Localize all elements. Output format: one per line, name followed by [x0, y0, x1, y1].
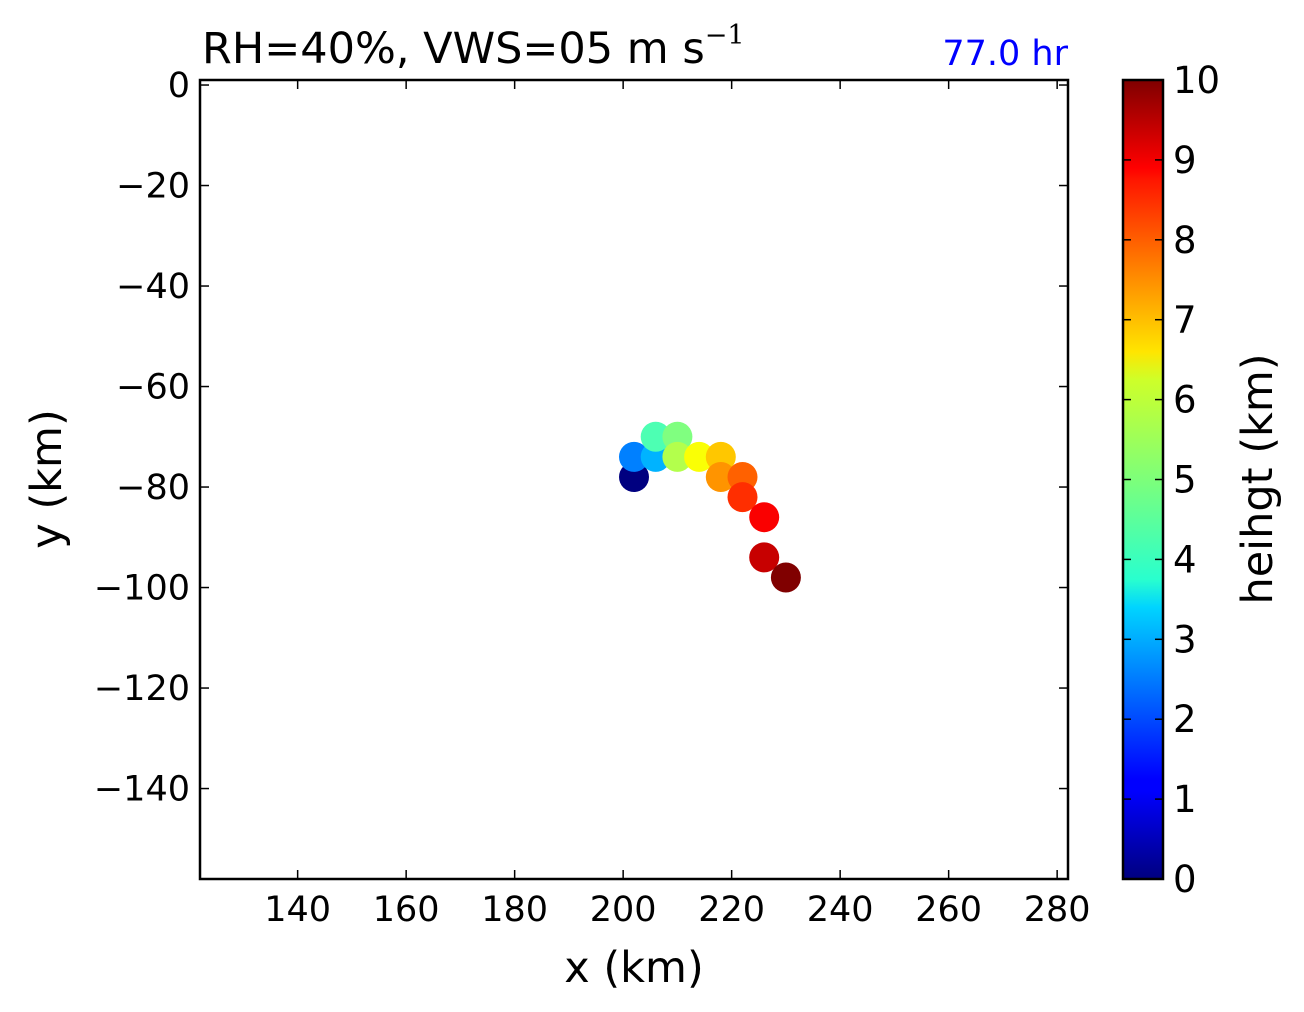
- time-annotation: 77.0 hr: [942, 34, 1068, 74]
- x-tick-label: 200: [590, 890, 657, 930]
- data-point: [749, 502, 780, 533]
- plot-frame: [198, 78, 1070, 881]
- scatter-points: [619, 421, 801, 593]
- y-tick-label: −120: [94, 669, 190, 709]
- y-tick-label: −100: [94, 569, 190, 609]
- y-axis-label: y (km): [22, 409, 72, 548]
- data-point: [640, 421, 671, 452]
- data-point: [619, 441, 649, 472]
- y-tick-label: −140: [94, 770, 190, 810]
- data-point: [749, 542, 780, 573]
- colorbar-tick-label: 5: [1173, 459, 1197, 502]
- x-tick-label: 280: [1024, 890, 1091, 930]
- x-tick-label: 260: [915, 890, 982, 930]
- colorbar-ticks: 0 1 2 3 4 5 6 7 8 9 10: [1123, 59, 1220, 901]
- x-axis-label: x (km): [564, 943, 703, 993]
- data-point: [770, 562, 801, 593]
- data-point: [662, 441, 693, 472]
- colorbar-label: heihgt (km): [1233, 353, 1283, 604]
- colorbar-tick-label: 6: [1173, 379, 1197, 422]
- data-point: [705, 461, 736, 492]
- colorbar-tick-label: 8: [1173, 219, 1197, 262]
- x-tick-label: 240: [807, 890, 874, 930]
- chart-title-superscript: −1: [705, 20, 745, 51]
- colorbar-tick-label: 3: [1173, 618, 1197, 661]
- colorbar-tick-label: 1: [1173, 778, 1197, 821]
- axis-ticks: 140 160 180 200 220 240 260 280 0 −20 −40 −60 −80 −10…: [94, 66, 1091, 930]
- data-point: [727, 482, 758, 513]
- x-tick-label: 140: [264, 890, 331, 930]
- y-tick-label: 0: [168, 66, 190, 106]
- x-tick-label: 220: [698, 890, 765, 930]
- colorbar-tick-label: 9: [1173, 139, 1197, 182]
- x-tick-label: 160: [373, 890, 440, 930]
- colorbar-tick-label: 0: [1173, 858, 1197, 901]
- colorbar-tick-label: 4: [1173, 538, 1197, 581]
- chart-title-main: RH=40%, VWS=05 m s: [202, 24, 705, 74]
- colorbar-tick-label: 2: [1173, 698, 1197, 741]
- chart-title: RH=40%, VWS=05 m s−1: [202, 20, 745, 74]
- y-tick-label: −40: [116, 267, 190, 307]
- colorbar-tick-label: 10: [1173, 59, 1220, 102]
- colorbar-tick-label: 7: [1173, 299, 1197, 342]
- y-tick-label: −60: [116, 368, 190, 408]
- x-tick-label: 180: [481, 890, 548, 930]
- data-point: [684, 441, 715, 472]
- y-tick-label: −80: [116, 468, 190, 508]
- y-tick-label: −20: [116, 167, 190, 207]
